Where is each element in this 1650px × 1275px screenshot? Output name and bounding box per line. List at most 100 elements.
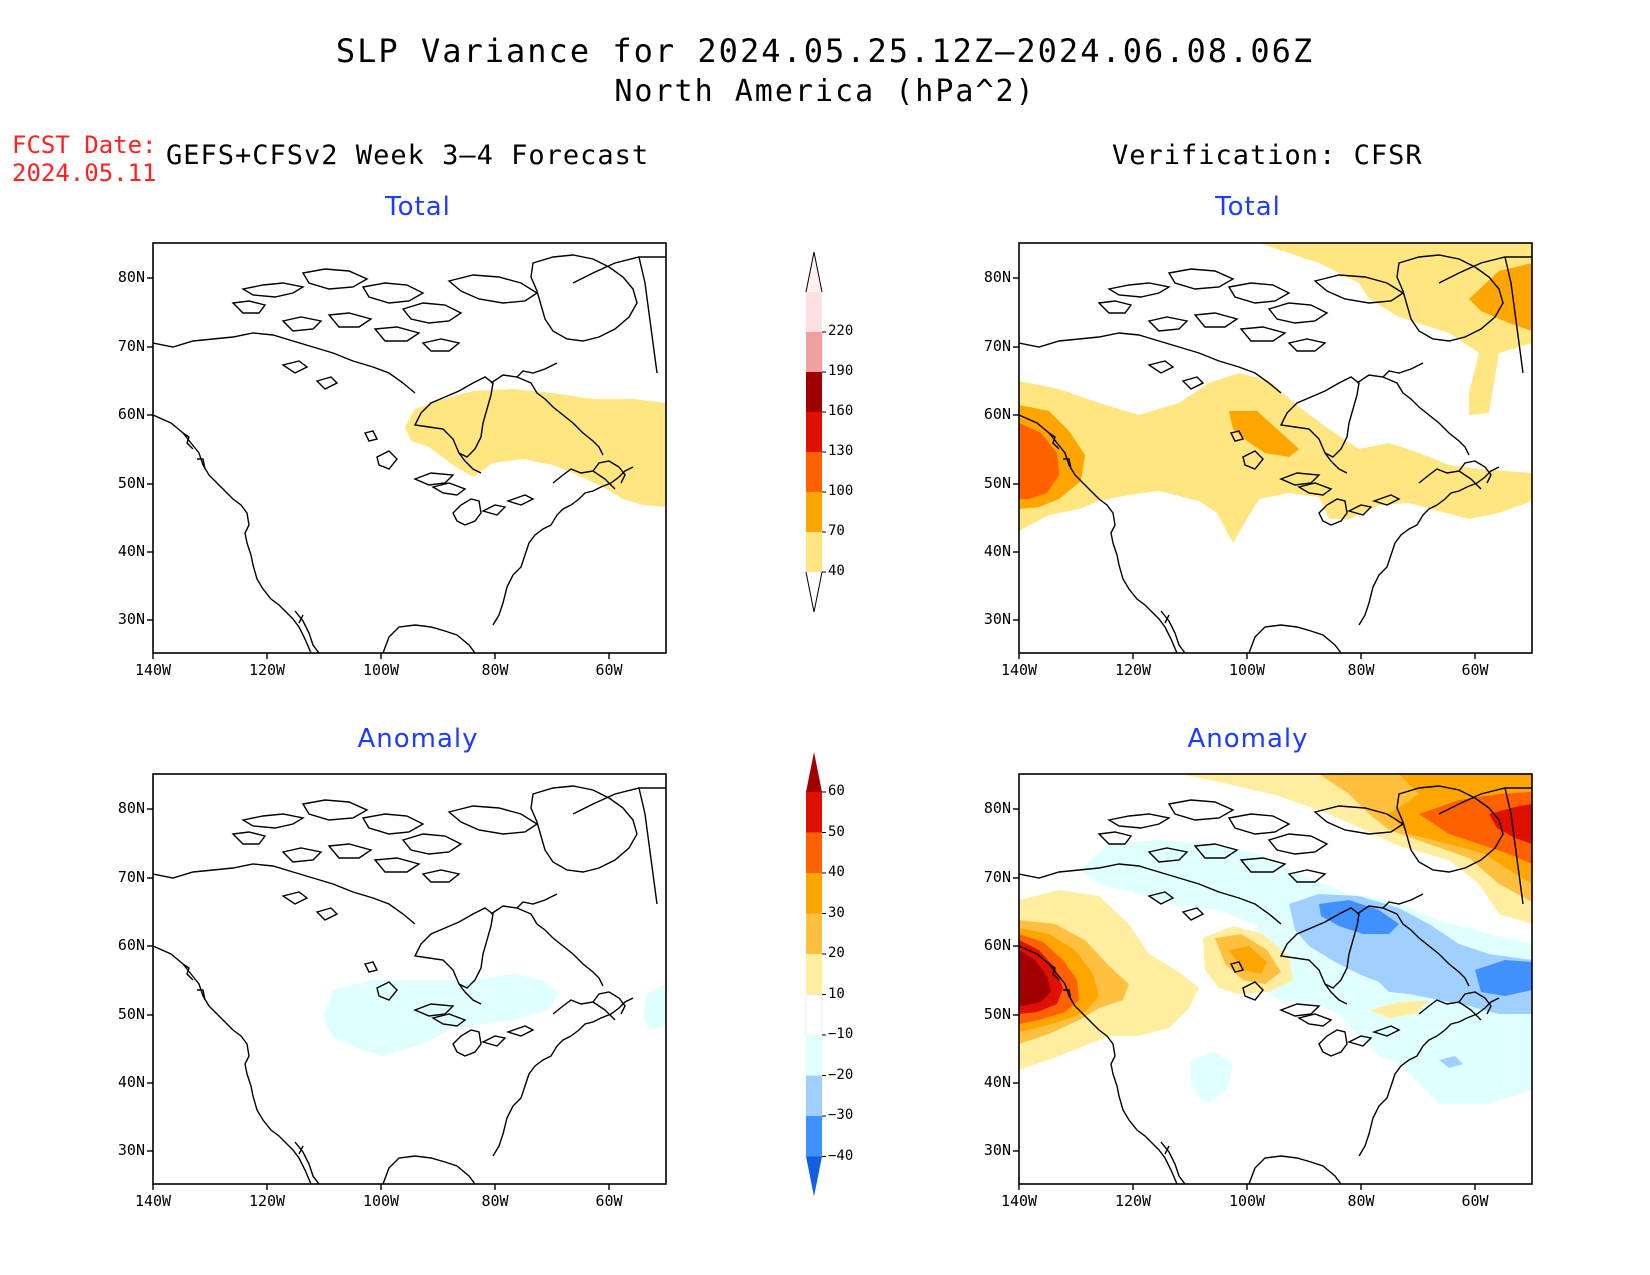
colorbar-anomaly-label: 40 — [828, 864, 845, 880]
lon-tick-label: 120W — [1114, 1192, 1152, 1210]
panel-verif-total — [1018, 242, 1533, 654]
panel-verif-anom — [1018, 773, 1533, 1185]
panel-title-fcst-total: Total — [385, 192, 451, 222]
lon-tick-label: 140W — [1000, 661, 1038, 679]
colorbar-anomaly-label: 50 — [828, 823, 845, 840]
main-subtitle: North America (hPa^2) — [614, 74, 1036, 109]
colorbar-total-swatch — [806, 532, 822, 572]
main-title: SLP Variance for 2024.05.25.12Z–2024.06.… — [335, 32, 1315, 70]
colorbar-anomaly-min-arrow — [806, 1156, 822, 1197]
verif-total-fill-100-west — [1019, 423, 1059, 499]
lat-tick-label: 60N — [983, 405, 1011, 423]
lon-tick-label: 80W — [481, 1192, 509, 1210]
colorbar-anomaly — [805, 752, 826, 1197]
colorbar-total-max-arrow — [805, 251, 823, 293]
colorbar-anomaly-label: 30 — [828, 904, 845, 921]
colorbar-anomaly-label: −10 — [828, 1026, 854, 1042]
colorbar-anomaly-label: −20 — [828, 1066, 854, 1083]
lon-tick-label: 60W — [1461, 1192, 1489, 1210]
colorbar-anomaly-swatch — [806, 792, 822, 833]
colorbar-total-label: 190 — [828, 363, 854, 379]
lat-tick-label: 40N — [983, 542, 1011, 560]
lat-tick-label: 50N — [117, 1005, 145, 1023]
verif-total-fill-70-ne — [1469, 263, 1532, 331]
colorbar-total-swatch — [806, 412, 822, 452]
lat-tick-label: 60N — [117, 405, 145, 423]
lon-tick-label: 140W — [134, 661, 172, 679]
colorbar-total-label: 70 — [828, 523, 845, 539]
lat-tick-label: 40N — [983, 1073, 1011, 1091]
lat-tick-label: 30N — [983, 1141, 1011, 1159]
colorbar-anomaly-swatch — [806, 1075, 822, 1116]
lat-tick-label: 40N — [117, 542, 145, 560]
colorbar-total-label: 220 — [828, 323, 854, 339]
lat-tick-label: 70N — [117, 337, 145, 355]
panel-title-fcst-anom: Anomaly — [357, 724, 479, 754]
colorbar-anomaly-label: 20 — [828, 945, 845, 961]
lat-tick-label: 80N — [983, 268, 1011, 286]
colorbar-total-label: 160 — [828, 403, 854, 419]
verif-anom-fill-10-sw — [1369, 1000, 1429, 1018]
colorbar-anomaly-label: −30 — [828, 1107, 854, 1123]
panel-fcst-total — [152, 242, 667, 654]
verif-anom-fill-60-west — [1019, 950, 1051, 1006]
lon-tick-label: 120W — [1114, 661, 1152, 679]
colorbar-anomaly-swatch — [806, 913, 822, 954]
lon-tick-label: 80W — [1347, 1192, 1375, 1210]
lon-tick-label: 60W — [595, 661, 623, 679]
lon-tick-label: 60W — [1461, 661, 1489, 679]
lat-tick-label: 60N — [983, 936, 1011, 954]
colorbar-total-swatch — [806, 492, 822, 532]
lon-tick-label: 100W — [362, 1192, 400, 1210]
colorbar-total-swatch — [806, 372, 822, 412]
lat-tick-label: 70N — [983, 868, 1011, 886]
colorbar-total — [805, 251, 826, 613]
lat-tick-label: 60N — [117, 936, 145, 954]
verif-total-fill-40-ne — [1259, 243, 1532, 415]
verif-anom-fill-neg10 — [1079, 840, 1532, 1104]
forecast-model-label: GEFS+CFSv2 Week 3–4 Forecast — [166, 140, 650, 171]
lat-tick-label: 50N — [983, 474, 1011, 492]
verif-anom-fill-50-ne — [1489, 804, 1532, 844]
colorbar-anomaly-swatch — [806, 873, 822, 914]
colorbar-anomaly-swatch — [806, 1116, 822, 1157]
lat-tick-label: 30N — [117, 610, 145, 628]
lon-tick-label: 80W — [1347, 661, 1375, 679]
verif-anom-fill-30-center — [1229, 946, 1267, 974]
colorbar-anomaly-swatch — [806, 832, 822, 873]
verif-total-fill-70-center — [1229, 411, 1299, 457]
colorbar-total-label: 130 — [828, 443, 854, 459]
colorbar-anomaly-swatch — [806, 954, 822, 995]
lat-tick-label: 80N — [983, 799, 1011, 817]
verif-total-fill-40 — [1019, 373, 1532, 543]
lon-tick-label: 140W — [134, 1192, 172, 1210]
lon-tick-label: 100W — [362, 661, 400, 679]
lat-tick-label: 70N — [117, 868, 145, 886]
verif-anom-fill-neg10-b — [1191, 1052, 1233, 1104]
fcst-anom-fill-neg10-e — [643, 984, 666, 1030]
colorbar-total-swatch — [806, 452, 822, 492]
colorbar-total-label: 40 — [828, 563, 845, 579]
colorbar-anomaly-label: 10 — [828, 985, 845, 1002]
verif-anom-fill-neg30-b — [1475, 960, 1532, 996]
colorbar-anomaly-max-arrow — [806, 752, 822, 792]
colorbar-anomaly-swatch — [806, 1035, 822, 1076]
lat-tick-label: 70N — [983, 337, 1011, 355]
lat-tick-label: 80N — [117, 799, 145, 817]
lon-tick-label: 100W — [1228, 1192, 1266, 1210]
fcst-total-fill-40 — [405, 389, 666, 507]
lon-tick-label: 140W — [1000, 1192, 1038, 1210]
verif-anom-fill-neg20-b — [1439, 1056, 1463, 1068]
lat-tick-label: 30N — [983, 610, 1011, 628]
colorbar-total-swatch — [806, 292, 822, 332]
lon-tick-label: 100W — [1228, 661, 1266, 679]
lat-tick-label: 50N — [117, 474, 145, 492]
verification-label: Verification: CFSR — [1112, 140, 1423, 171]
fcst-date-label: FCST Date: — [12, 131, 157, 159]
panel-title-verif-anom: Anomaly — [1187, 724, 1309, 754]
lat-tick-label: 50N — [983, 1005, 1011, 1023]
fcst-date-value: 2024.05.11 — [12, 159, 157, 187]
colorbar-anomaly-swatch — [805, 994, 823, 1036]
lon-tick-label: 80W — [481, 661, 509, 679]
